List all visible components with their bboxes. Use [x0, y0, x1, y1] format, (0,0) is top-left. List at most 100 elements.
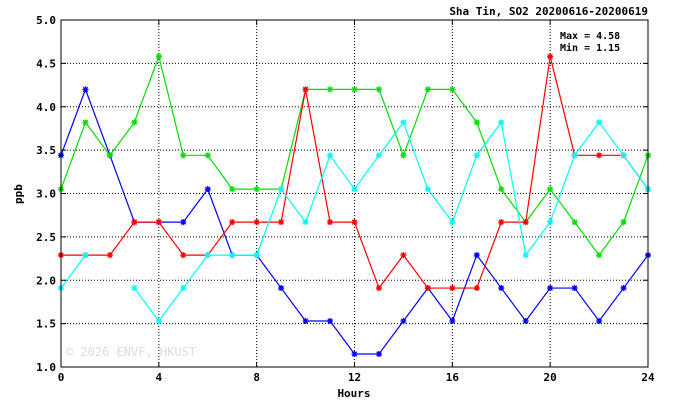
data-point [278, 219, 285, 226]
data-point [180, 152, 187, 159]
data-point [449, 318, 456, 325]
data-point [596, 119, 603, 126]
y-tick-label: 5.0 [36, 14, 56, 27]
data-point [547, 285, 554, 292]
data-point [82, 252, 89, 259]
data-point [498, 219, 505, 226]
data-point [229, 186, 236, 193]
max-label: Max = 4.58 [560, 31, 620, 42]
data-point [400, 252, 407, 259]
data-point [155, 53, 162, 60]
data-point [620, 285, 627, 292]
data-point [400, 318, 407, 325]
chart-title: Sha Tin, SO2 20200616-20200619 [449, 5, 648, 18]
data-point [302, 86, 309, 93]
data-point [327, 152, 334, 159]
data-point [375, 86, 382, 93]
data-point [302, 318, 309, 325]
y-axis-label: ppb [12, 184, 25, 204]
data-point [155, 318, 162, 325]
data-point [596, 252, 603, 259]
data-point [253, 252, 260, 259]
data-point [449, 86, 456, 93]
data-point [571, 219, 578, 226]
x-tick-label: 12 [348, 371, 361, 384]
y-tick-label: 3.5 [36, 144, 56, 157]
data-point [204, 186, 211, 193]
grid [61, 20, 648, 367]
data-point [473, 252, 480, 259]
data-point [498, 119, 505, 126]
data-point [302, 219, 309, 226]
data-point [278, 285, 285, 292]
plot-frame [60, 19, 649, 368]
x-tick-label: 24 [641, 371, 655, 384]
data-point [253, 186, 260, 193]
data-point [596, 318, 603, 325]
data-point [375, 152, 382, 159]
x-tick-label: 8 [253, 371, 260, 384]
data-point [522, 219, 529, 226]
data-point [620, 152, 627, 159]
data-point [498, 186, 505, 193]
data-point [253, 219, 260, 226]
data-point [131, 219, 138, 226]
y-tick-label: 2.5 [36, 231, 56, 244]
data-point [155, 219, 162, 226]
data-point [571, 285, 578, 292]
data-point [498, 285, 505, 292]
data-point [424, 186, 431, 193]
y-tick-label: 4.0 [36, 101, 56, 114]
ticks: 0 4 8 12 16 20 24 1.0 1.5 2.0 2.5 3.0 3.5 4.0 4.5 5.0 [36, 14, 655, 384]
data-point [473, 119, 480, 126]
data-point [351, 186, 358, 193]
x-tick-label: 20 [544, 371, 557, 384]
data-point [351, 219, 358, 226]
data-point [351, 350, 358, 357]
series-group [58, 53, 651, 357]
data-point [131, 119, 138, 126]
data-point [327, 219, 334, 226]
y-tick-label: 3.0 [36, 188, 56, 201]
data-point [449, 285, 456, 292]
data-point [596, 152, 603, 159]
data-point [229, 252, 236, 259]
data-point [424, 285, 431, 292]
data-point [204, 152, 211, 159]
data-point [327, 318, 334, 325]
series-2 [58, 53, 651, 259]
data-point [375, 350, 382, 357]
y-tick-label: 1.5 [36, 318, 56, 331]
data-point [424, 86, 431, 93]
data-point [82, 119, 89, 126]
data-point [547, 186, 554, 193]
data-point [180, 285, 187, 292]
y-tick-label: 4.5 [36, 57, 56, 70]
data-point [327, 86, 334, 93]
data-point [400, 152, 407, 159]
data-point [106, 252, 113, 259]
data-point [180, 252, 187, 259]
data-point [522, 318, 529, 325]
data-point [351, 86, 358, 93]
x-tick-label: 4 [156, 371, 163, 384]
data-point [400, 119, 407, 126]
series-line [60, 120, 649, 323]
data-point [131, 285, 138, 292]
data-point [547, 53, 554, 60]
x-tick-label: 16 [446, 371, 460, 384]
data-point [278, 186, 285, 193]
watermark: © 2026 ENVF, HKUST [66, 345, 196, 359]
data-point [473, 152, 480, 159]
data-point [82, 86, 89, 93]
data-point [375, 285, 382, 292]
data-point [620, 219, 627, 226]
data-point [229, 219, 236, 226]
y-tick-label: 1.0 [36, 361, 56, 374]
y-tick-label: 2.0 [36, 274, 56, 287]
data-point [522, 252, 529, 259]
data-point [204, 252, 211, 259]
x-tick-label: 0 [58, 371, 65, 384]
x-axis-label: Hours [337, 387, 370, 400]
